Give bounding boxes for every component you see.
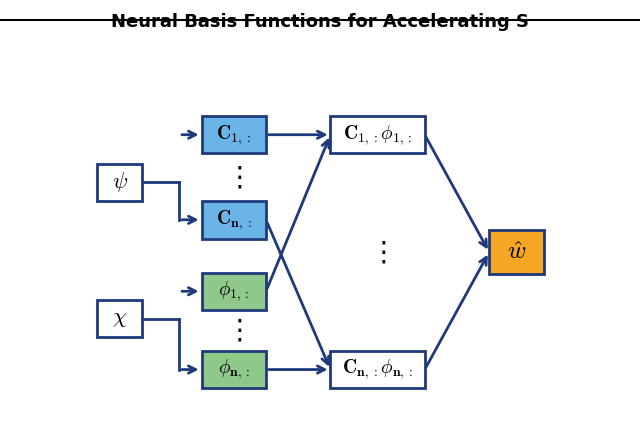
Text: $\chi$: $\chi$ xyxy=(112,309,127,328)
Text: $\mathbf{C_{n,:}\phi_{n,:}}$: $\mathbf{C_{n,:}\phi_{n,:}}$ xyxy=(342,358,413,381)
FancyBboxPatch shape xyxy=(330,116,425,153)
FancyBboxPatch shape xyxy=(97,164,142,201)
FancyBboxPatch shape xyxy=(489,230,544,274)
Text: Neural Basis Functions for Accelerating S: Neural Basis Functions for Accelerating … xyxy=(111,13,529,31)
Text: $\hat{w}$: $\hat{w}$ xyxy=(507,240,526,264)
Text: $\psi$: $\psi$ xyxy=(111,170,128,194)
Text: $\vdots$: $\vdots$ xyxy=(225,316,243,344)
FancyBboxPatch shape xyxy=(202,273,266,310)
FancyBboxPatch shape xyxy=(202,351,266,388)
FancyBboxPatch shape xyxy=(202,201,266,239)
Text: $\vdots$: $\vdots$ xyxy=(225,163,243,191)
FancyBboxPatch shape xyxy=(97,300,142,337)
Text: $\mathbf{\phi_{n,:}}$: $\mathbf{\phi_{n,:}}$ xyxy=(218,358,250,381)
FancyBboxPatch shape xyxy=(330,351,425,388)
Text: $\mathbf{C_{n,:}}$: $\mathbf{C_{n,:}}$ xyxy=(216,208,252,232)
FancyBboxPatch shape xyxy=(202,116,266,153)
Text: $\vdots$: $\vdots$ xyxy=(369,238,386,266)
Text: $\mathbf{\phi_{1,:}}$: $\mathbf{\phi_{1,:}}$ xyxy=(218,279,250,303)
Text: $\mathbf{C_{1,:}\phi_{1,:}}$: $\mathbf{C_{1,:}\phi_{1,:}}$ xyxy=(343,123,412,147)
Text: $\mathbf{C_{1,:}}$: $\mathbf{C_{1,:}}$ xyxy=(216,123,252,147)
